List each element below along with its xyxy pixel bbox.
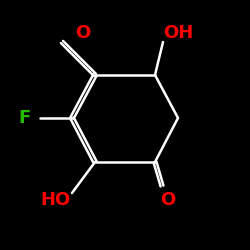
Text: O: O [160, 191, 176, 209]
Text: OH: OH [163, 24, 193, 42]
Text: HO: HO [40, 191, 70, 209]
Text: F: F [19, 109, 31, 127]
Text: O: O [76, 24, 90, 42]
